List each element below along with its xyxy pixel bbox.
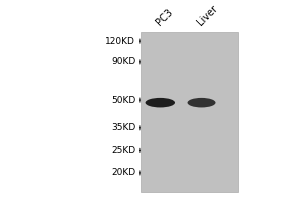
Text: 50KD: 50KD <box>111 96 135 105</box>
Text: 35KD: 35KD <box>111 123 135 132</box>
Text: 20KD: 20KD <box>111 168 135 177</box>
Text: 120KD: 120KD <box>105 37 135 46</box>
Text: PC3: PC3 <box>154 7 175 27</box>
Ellipse shape <box>188 98 215 107</box>
Bar <box>141 32 238 192</box>
Ellipse shape <box>146 98 175 107</box>
Text: Liver: Liver <box>196 3 220 27</box>
Text: 90KD: 90KD <box>111 57 135 66</box>
Text: 25KD: 25KD <box>111 146 135 155</box>
